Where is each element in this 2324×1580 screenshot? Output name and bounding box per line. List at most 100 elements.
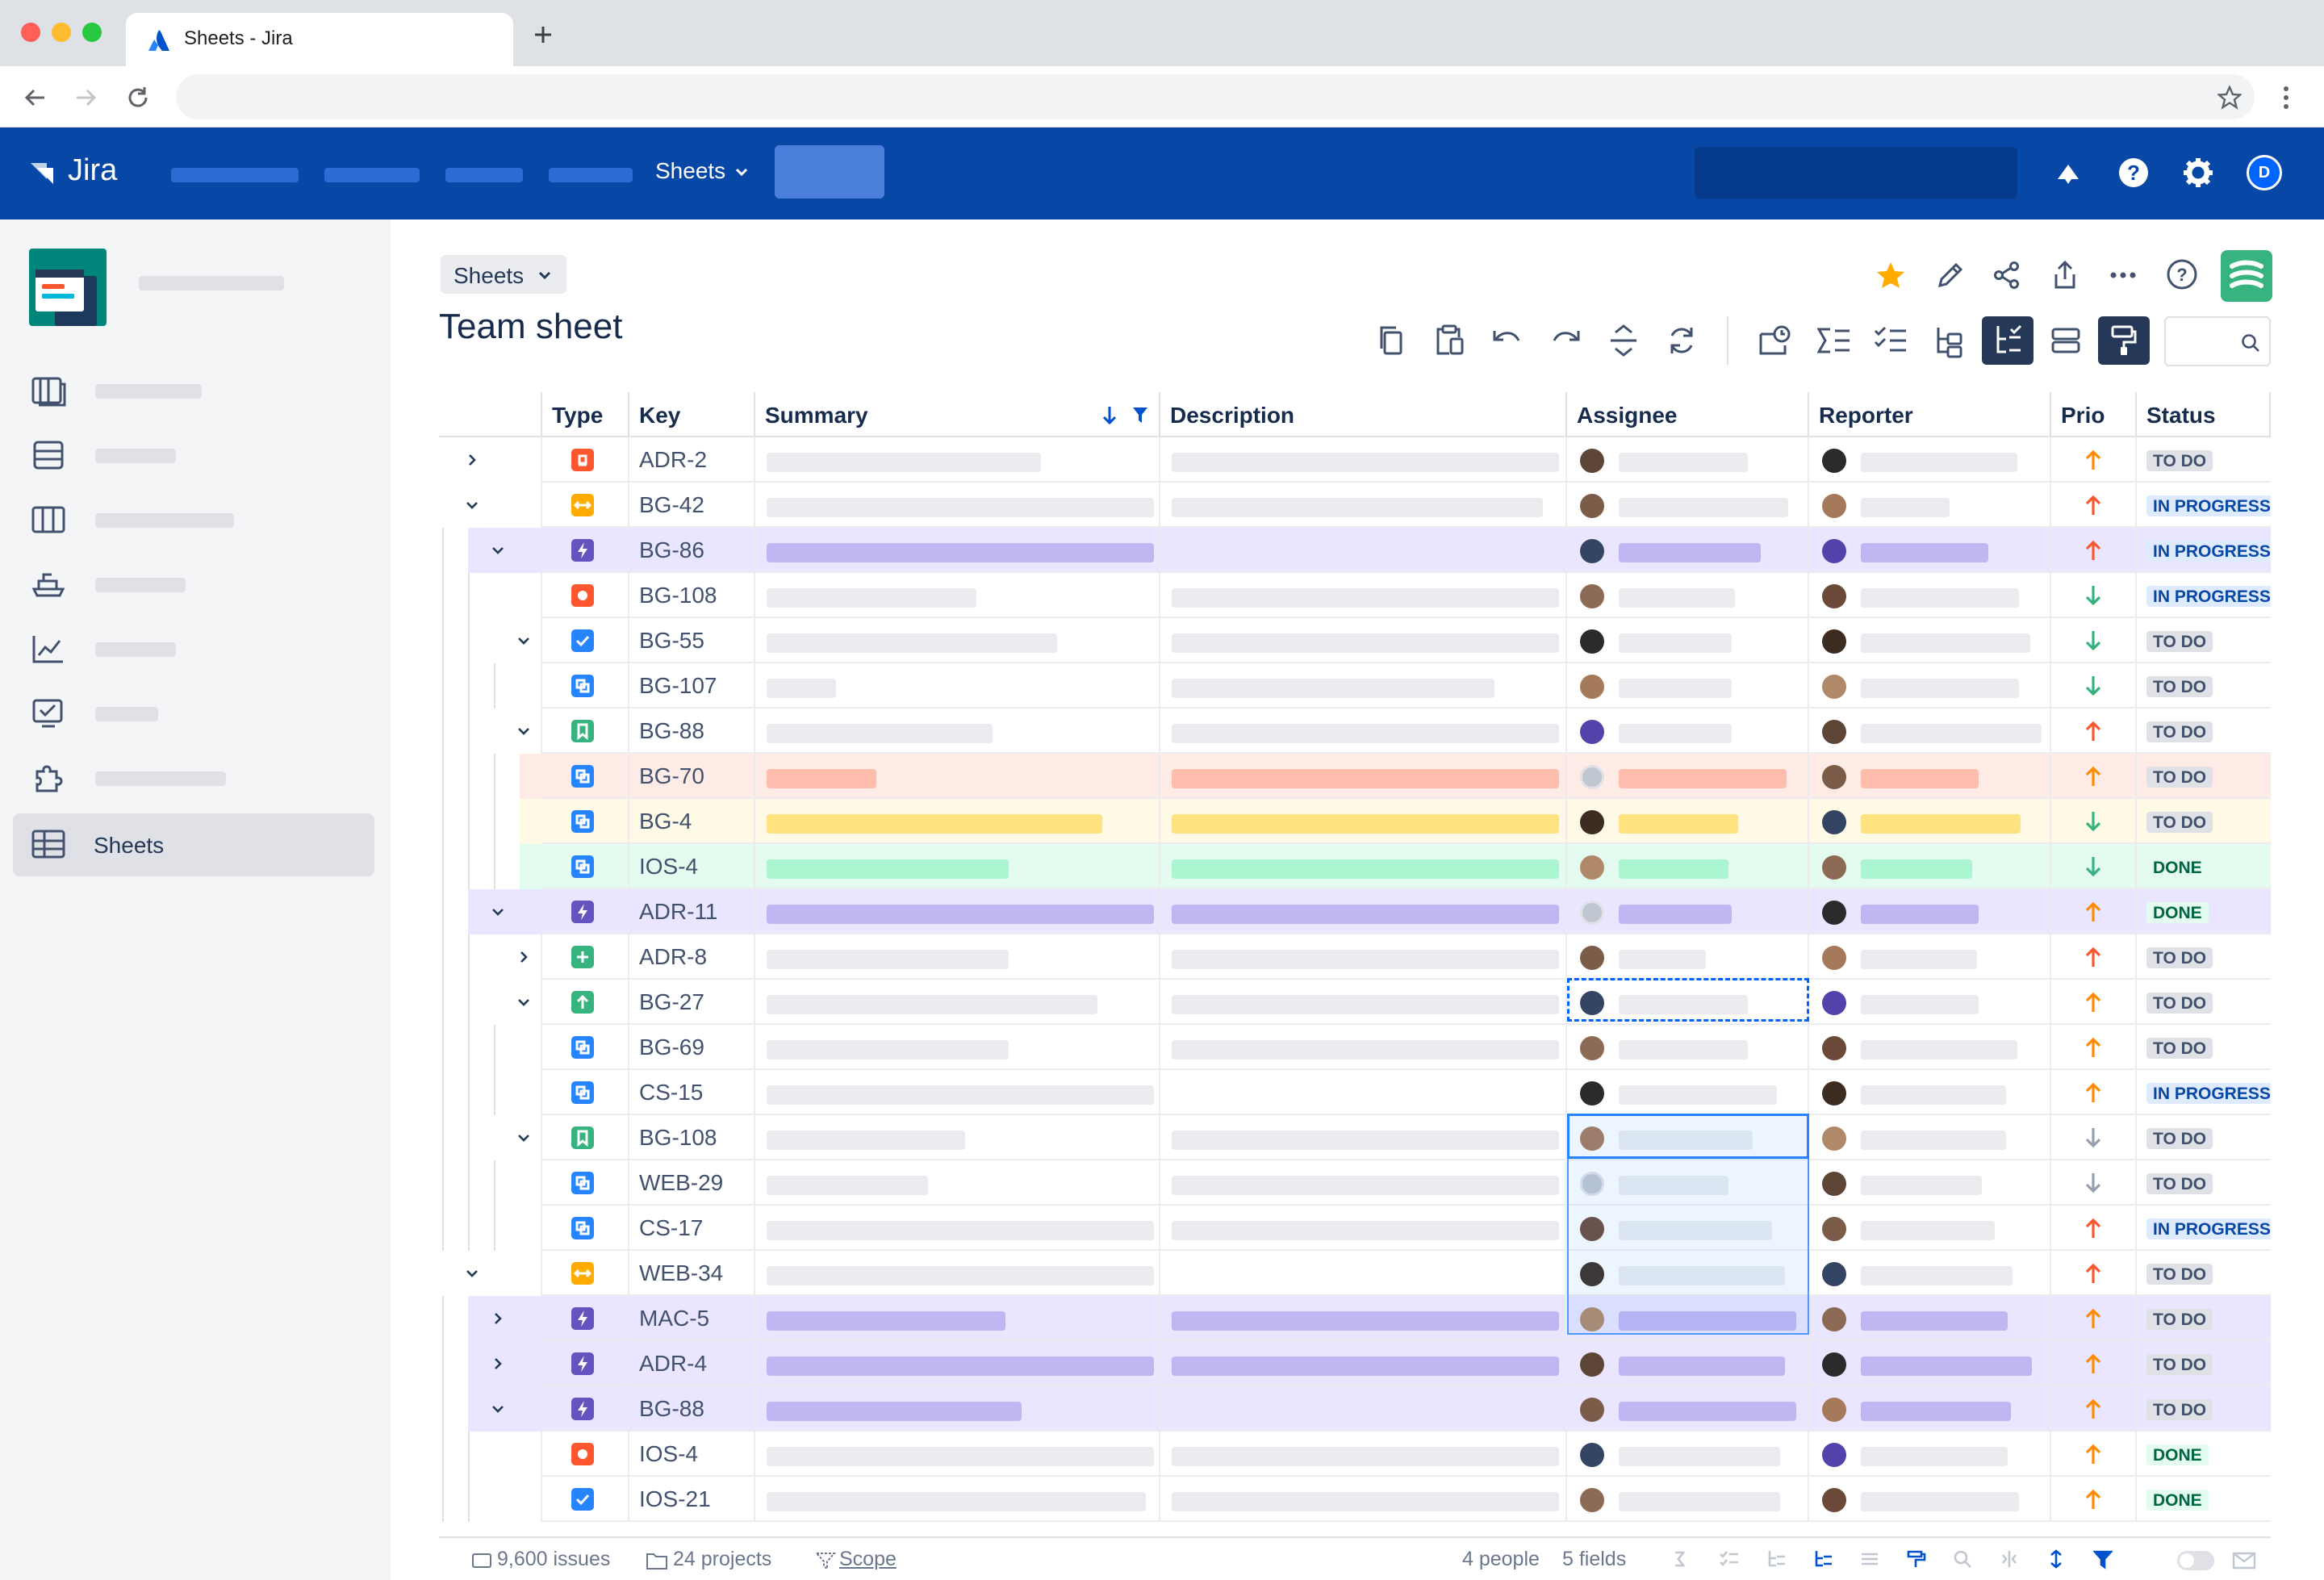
description-cell[interactable] bbox=[1160, 1477, 1567, 1522]
sidebar-item-placeholder[interactable] bbox=[95, 513, 234, 528]
status-cell[interactable]: IN PROGRESS bbox=[2137, 483, 2271, 528]
assignee-cell[interactable] bbox=[1567, 437, 1809, 483]
issue-key[interactable]: BG-55 bbox=[639, 628, 704, 653]
status-lozenge[interactable]: TO DO bbox=[2146, 1399, 2213, 1420]
summary-cell[interactable] bbox=[755, 754, 1160, 799]
status-lozenge[interactable]: TO DO bbox=[2146, 1309, 2213, 1330]
status-cell[interactable]: TO DO bbox=[2137, 1251, 2271, 1296]
sidebar-item-placeholder[interactable] bbox=[95, 384, 202, 399]
priority-cell[interactable] bbox=[2051, 980, 2137, 1025]
key-cell[interactable]: ADR-4 bbox=[629, 1341, 755, 1386]
key-cell[interactable]: BG-69 bbox=[629, 1025, 755, 1070]
type-cell[interactable] bbox=[542, 934, 629, 980]
type-cell[interactable] bbox=[542, 483, 629, 528]
key-cell[interactable]: BG-86 bbox=[629, 528, 755, 573]
sidebar-item-placeholder[interactable] bbox=[95, 707, 158, 721]
issue-key[interactable]: ADR-2 bbox=[639, 447, 708, 472]
priority-cell[interactable] bbox=[2051, 1115, 2137, 1160]
summary-cell[interactable] bbox=[755, 1115, 1160, 1160]
priority-cell[interactable] bbox=[2051, 483, 2137, 528]
assignee-cell[interactable] bbox=[1567, 844, 1809, 889]
status-cell[interactable]: DONE bbox=[2137, 1477, 2271, 1522]
issue-key[interactable]: MAC-5 bbox=[639, 1306, 710, 1331]
table-row[interactable]: ADR-4 TO DO bbox=[439, 1341, 2271, 1386]
table-row[interactable]: BG-27 TO DO bbox=[439, 980, 2271, 1025]
type-cell[interactable] bbox=[542, 437, 629, 483]
header-assignee[interactable]: Assignee bbox=[1567, 392, 1809, 437]
refresh-icon[interactable] bbox=[1666, 324, 1698, 357]
sidebar-item-sheets[interactable] bbox=[13, 813, 374, 876]
footer-hierarchy-icon[interactable] bbox=[1766, 1549, 1787, 1570]
description-cell[interactable] bbox=[1160, 1386, 1567, 1432]
assignee-cell[interactable] bbox=[1567, 1477, 1809, 1522]
status-cell[interactable]: TO DO bbox=[2137, 1386, 2271, 1432]
summary-cell[interactable] bbox=[755, 1296, 1160, 1341]
chevron-down-icon[interactable] bbox=[489, 1400, 507, 1418]
reporter-cell[interactable] bbox=[1809, 980, 2051, 1025]
priority-cell[interactable] bbox=[2051, 1341, 2137, 1386]
assignee-cell[interactable] bbox=[1567, 528, 1809, 573]
reporter-cell[interactable] bbox=[1809, 663, 2051, 708]
type-cell[interactable] bbox=[542, 1115, 629, 1160]
chevron-down-icon[interactable] bbox=[463, 496, 481, 514]
summary-cell[interactable] bbox=[755, 1206, 1160, 1251]
description-cell[interactable] bbox=[1160, 844, 1567, 889]
summary-cell[interactable] bbox=[755, 528, 1160, 573]
table-row[interactable]: BG-86 IN PROGRESS bbox=[439, 528, 2271, 573]
priority-cell[interactable] bbox=[2051, 754, 2137, 799]
summary-cell[interactable] bbox=[755, 980, 1160, 1025]
status-lozenge[interactable]: IN PROGRESS bbox=[2146, 1083, 2271, 1104]
priority-cell[interactable] bbox=[2051, 934, 2137, 980]
key-cell[interactable]: CS-17 bbox=[629, 1206, 755, 1251]
status-cell[interactable]: TO DO bbox=[2137, 437, 2271, 483]
assignee-cell[interactable] bbox=[1567, 1025, 1809, 1070]
issue-key[interactable]: BG-88 bbox=[639, 718, 704, 743]
description-cell[interactable] bbox=[1160, 1115, 1567, 1160]
key-cell[interactable]: CS-15 bbox=[629, 1070, 755, 1115]
priority-cell[interactable] bbox=[2051, 1025, 2137, 1070]
assignee-cell[interactable] bbox=[1567, 708, 1809, 754]
summary-cell[interactable] bbox=[755, 1070, 1160, 1115]
status-cell[interactable]: TO DO bbox=[2137, 1025, 2271, 1070]
assignee-cell[interactable] bbox=[1567, 1115, 1809, 1160]
table-row[interactable]: BG-108 TO DO bbox=[439, 1115, 2271, 1160]
share-icon[interactable] bbox=[1992, 260, 2022, 291]
description-cell[interactable] bbox=[1160, 1296, 1567, 1341]
edit-pencil-icon[interactable] bbox=[1935, 260, 1966, 291]
status-cell[interactable]: TO DO bbox=[2137, 708, 2271, 754]
description-cell[interactable] bbox=[1160, 1206, 1567, 1251]
assignee-cell[interactable] bbox=[1567, 618, 1809, 663]
type-cell[interactable] bbox=[542, 844, 629, 889]
footer-freeze-column-icon[interactable] bbox=[2000, 1549, 2021, 1570]
table-row[interactable]: WEB-29 TO DO bbox=[439, 1160, 2271, 1206]
issues-monitor-icon[interactable] bbox=[31, 697, 66, 729]
priority-cell[interactable] bbox=[2051, 708, 2137, 754]
browser-menu-icon[interactable] bbox=[2280, 84, 2292, 111]
reporter-cell[interactable] bbox=[1809, 1296, 2051, 1341]
table-row[interactable]: BG-70 TO DO bbox=[439, 754, 2271, 799]
summary-cell[interactable] bbox=[755, 1025, 1160, 1070]
status-lozenge[interactable]: TO DO bbox=[2146, 993, 2213, 1014]
nav-item-placeholder[interactable] bbox=[171, 168, 299, 182]
type-cell[interactable] bbox=[542, 980, 629, 1025]
summary-cell[interactable] bbox=[755, 1386, 1160, 1432]
status-lozenge[interactable]: TO DO bbox=[2146, 767, 2213, 788]
releases-ship-icon[interactable] bbox=[31, 568, 66, 600]
table-row[interactable]: BG-88 TO DO bbox=[439, 708, 2271, 754]
reporter-cell[interactable] bbox=[1809, 1432, 2051, 1477]
summary-cell[interactable] bbox=[755, 799, 1160, 844]
notifications-icon[interactable] bbox=[2053, 158, 2084, 189]
type-cell[interactable] bbox=[542, 754, 629, 799]
description-cell[interactable] bbox=[1160, 573, 1567, 618]
reporter-cell[interactable] bbox=[1809, 754, 2051, 799]
description-cell[interactable] bbox=[1160, 889, 1567, 934]
key-cell[interactable]: BG-70 bbox=[629, 754, 755, 799]
reporter-cell[interactable] bbox=[1809, 1025, 2051, 1070]
copy-icon[interactable] bbox=[1377, 324, 1407, 357]
status-cell[interactable]: IN PROGRESS bbox=[2137, 1206, 2271, 1251]
summary-cell[interactable] bbox=[755, 1477, 1160, 1522]
status-cell[interactable]: DONE bbox=[2137, 844, 2271, 889]
sum-icon[interactable] bbox=[1817, 324, 1851, 357]
priority-cell[interactable] bbox=[2051, 437, 2137, 483]
status-cell[interactable]: TO DO bbox=[2137, 799, 2271, 844]
